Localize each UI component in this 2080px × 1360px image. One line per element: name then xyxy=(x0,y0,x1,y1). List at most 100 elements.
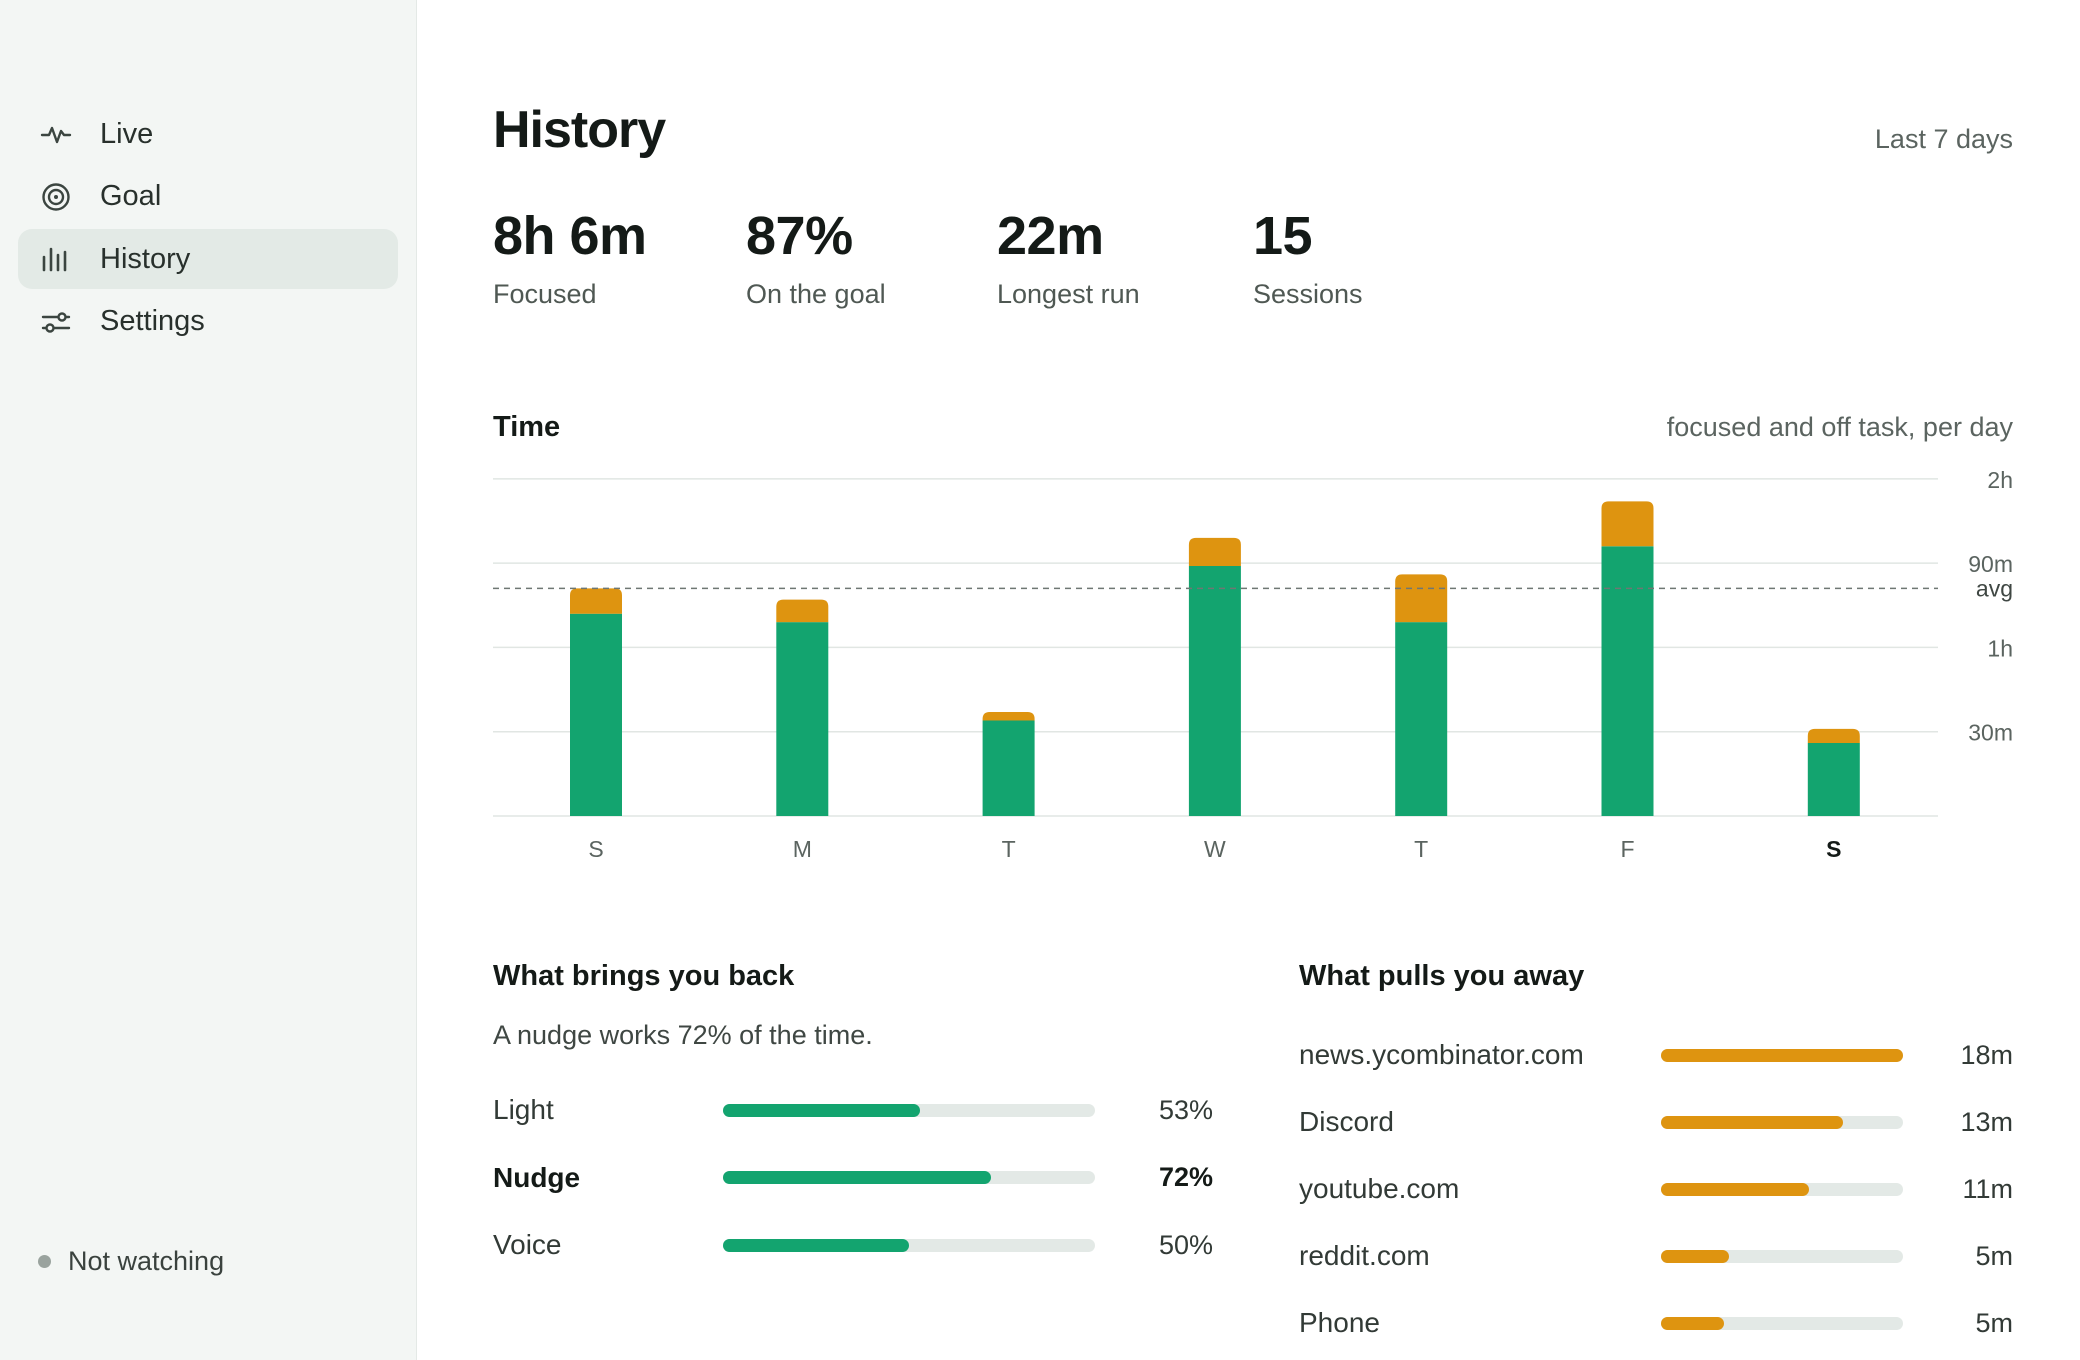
pulls-away-row: youtube.com 11m xyxy=(1299,1169,2013,1209)
chart-caption: focused and off task, per day xyxy=(1666,412,2013,442)
pulls-away-bar-track xyxy=(1661,1249,1903,1263)
brings-back-bar-track xyxy=(723,1103,1095,1117)
status-label: Not watching xyxy=(68,1246,225,1276)
pulls-away-bar-fill xyxy=(1661,1182,1809,1196)
stat-value: 8h 6m xyxy=(493,206,647,266)
stat-longest-run: 22m Longest run xyxy=(997,205,1140,310)
brings-back-label: Light xyxy=(493,1094,554,1125)
x-tick-label: T xyxy=(1002,836,1016,862)
pulls-away-bar-track xyxy=(1661,1048,1903,1062)
pulls-away-value: 5m xyxy=(1975,1240,2013,1271)
pulls-away-bar-fill xyxy=(1661,1316,1724,1330)
range-selector[interactable]: Last 7 days xyxy=(1874,124,2013,154)
sidebar-item-label: History xyxy=(100,242,191,275)
stat-on-goal: 87% On the goal xyxy=(746,205,886,310)
y-tick-label: 1h xyxy=(1987,635,2013,661)
x-tick-label: M xyxy=(793,836,812,862)
page-title: History xyxy=(493,101,666,159)
bar-off-task xyxy=(1807,728,1860,743)
sidebar-item-goal[interactable]: Goal xyxy=(18,167,398,227)
avg-label: avg xyxy=(1976,575,2013,601)
brings-back-bar-fill xyxy=(723,1103,921,1117)
sidebar-item-label: Goal xyxy=(100,180,162,212)
y-tick-label: 90m xyxy=(1968,551,2013,577)
brings-back-bar-fill xyxy=(723,1171,991,1184)
stat-label: Longest run xyxy=(997,279,1140,309)
brings-back-value: 72% xyxy=(1158,1162,1213,1192)
pulls-away-bar-track xyxy=(1661,1182,1903,1196)
status-dot-icon xyxy=(38,1255,51,1268)
pulls-away-bar-track xyxy=(1661,1316,1903,1330)
pulls-away-label: youtube.com xyxy=(1299,1173,1460,1204)
sidebar-item-label: Live xyxy=(100,117,154,150)
pulls-away-label: Phone xyxy=(1299,1307,1380,1338)
x-tick-label: S xyxy=(588,836,603,862)
pulse-icon xyxy=(40,118,72,150)
watch-status: Not watching xyxy=(38,1246,224,1277)
bar-off-task xyxy=(1188,537,1241,566)
pulls-away-value: 5m xyxy=(1975,1307,2013,1338)
target-icon xyxy=(40,181,72,213)
brings-back-label: Voice xyxy=(493,1229,562,1260)
pulls-away-value: 18m xyxy=(1960,1039,2013,1070)
pulls-away-bar-track xyxy=(1661,1115,1903,1129)
sidebar-item-settings[interactable]: Settings xyxy=(18,292,398,352)
y-tick-label: 2h xyxy=(1987,467,2013,493)
brings-back-row: Voice 50% xyxy=(493,1225,1213,1265)
brings-back-bar-track xyxy=(723,1171,1095,1184)
pulls-away-label: news.ycombinator.com xyxy=(1299,1039,1584,1070)
stat-label: On the goal xyxy=(746,279,886,309)
stat-value: 87% xyxy=(746,206,853,266)
brings-back-section: What brings you back A nudge works 72% o… xyxy=(493,960,1213,1260)
bar-focused xyxy=(776,622,829,816)
sliders-icon xyxy=(40,306,72,338)
brings-back-bar-fill xyxy=(723,1238,909,1252)
sidebar-item-live[interactable]: Live xyxy=(18,104,398,164)
stat-label: Focused xyxy=(493,279,597,309)
bar-off-task xyxy=(776,599,829,623)
main-content: History Last 7 days 8h 6m Focused 87% On… xyxy=(493,0,2013,1360)
bar-off-task xyxy=(1601,501,1654,547)
pulls-away-row: Discord 13m xyxy=(1299,1102,2013,1142)
sidebar-item-history[interactable]: History xyxy=(18,229,398,289)
stat-label: Sessions xyxy=(1253,279,1363,309)
pulls-away-bar-fill xyxy=(1661,1249,1729,1263)
bar-chart-icon xyxy=(40,243,72,275)
pulls-away-row: reddit.com 5m xyxy=(1299,1236,2013,1276)
brings-back-value: 50% xyxy=(1158,1229,1213,1260)
bar-off-task xyxy=(1395,574,1448,623)
pulls-away-section: What pulls you away news.ycombinator.com… xyxy=(1299,960,2013,1338)
sidebar-item-label: Settings xyxy=(100,305,205,337)
bar-focused xyxy=(1601,546,1654,816)
chart-title: Time xyxy=(493,411,561,443)
pulls-away-bar-fill xyxy=(1661,1048,1903,1062)
pulls-away-value: 13m xyxy=(1960,1106,2013,1137)
pulls-away-title: What pulls you away xyxy=(1299,960,1585,992)
brings-back-value: 53% xyxy=(1158,1094,1213,1125)
brings-back-bar-track xyxy=(723,1238,1095,1252)
brings-back-row: Light 53% xyxy=(493,1090,1213,1130)
pulls-away-label: Discord xyxy=(1299,1106,1394,1137)
sidebar: Live Goal History Settings Not watching xyxy=(0,0,417,1360)
x-tick-label: T xyxy=(1414,836,1428,862)
x-tick-label: S xyxy=(1826,836,1841,862)
pulls-away-value: 11m xyxy=(1962,1173,2013,1204)
bar-focused xyxy=(982,720,1035,816)
brings-back-row: Nudge 72% xyxy=(493,1158,1213,1198)
pulls-away-row: Phone 5m xyxy=(1299,1303,2013,1343)
pulls-away-bar-fill xyxy=(1661,1115,1843,1129)
bar-focused xyxy=(1395,622,1448,816)
bar-focused xyxy=(1807,742,1860,816)
stat-focused: 8h 6m Focused xyxy=(493,205,647,310)
pulls-away-label: reddit.com xyxy=(1299,1240,1430,1271)
brings-back-label: Nudge xyxy=(493,1161,581,1193)
stat-value: 22m xyxy=(997,206,1104,266)
pulls-away-row: news.ycombinator.com 18m xyxy=(1299,1035,2013,1075)
bar-focused xyxy=(570,613,622,816)
bar-off-task xyxy=(982,712,1035,721)
brings-back-subtitle: A nudge works 72% of the time. xyxy=(493,1020,873,1050)
bar-off-task xyxy=(570,588,622,614)
brings-back-title: What brings you back xyxy=(493,960,795,992)
